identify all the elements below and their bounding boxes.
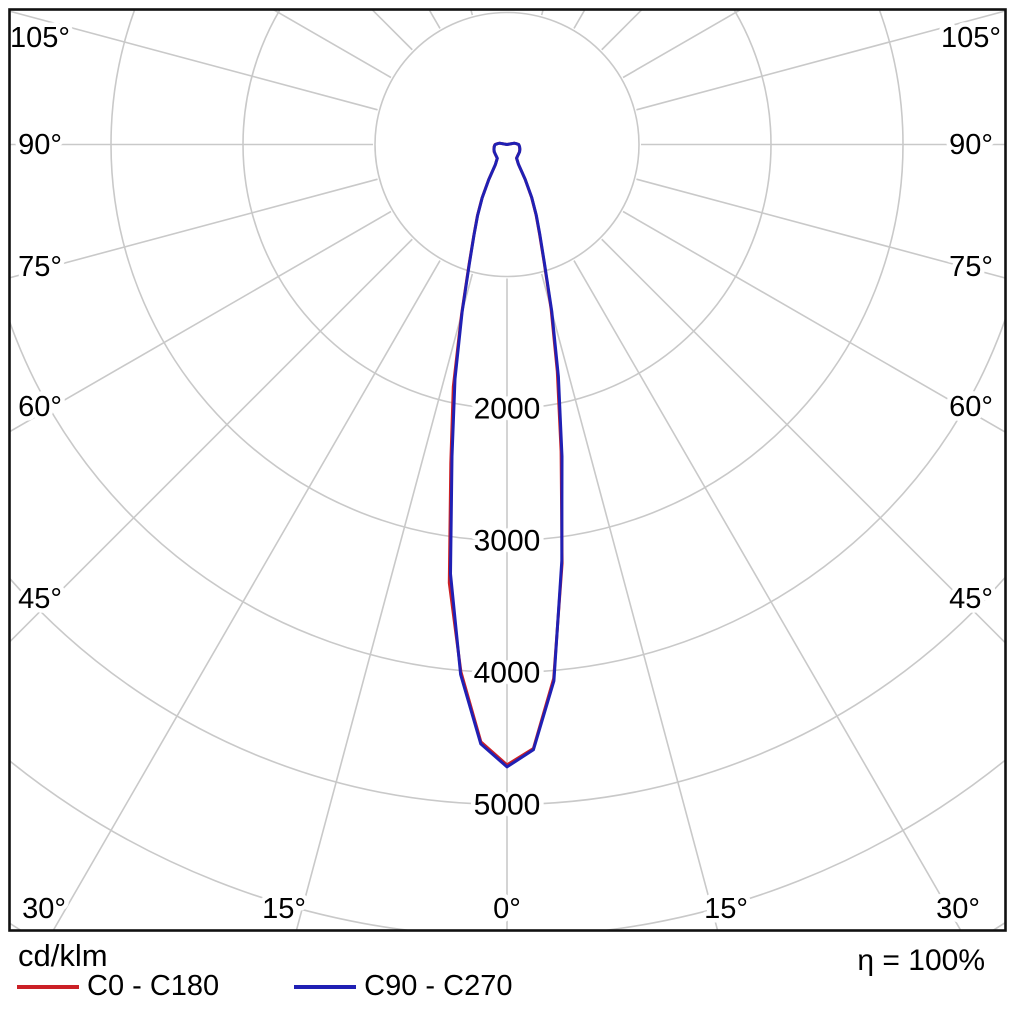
- angle-label-bottom-1: 15°: [262, 893, 306, 925]
- legend-swatch-red: [17, 984, 79, 989]
- polar-chart-canvas: 2000 3000 4000 5000 105° 105° 90° 90° 75° 75° 60° 6…: [8, 8, 1007, 932]
- angle-label-right-90°: 90°: [949, 129, 993, 161]
- grid-ray-255: [10, 10, 378, 111]
- grid-ray-315: [10, 238, 413, 643]
- angle-label-right-75°: 75°: [949, 251, 993, 283]
- chart-frame: [8, 8, 1007, 932]
- angle-label-right-105°: 105°: [941, 22, 1001, 54]
- angle-label-bottom-4: 30°: [936, 893, 980, 925]
- radial-label-4000: 4000: [474, 657, 541, 690]
- radial-label-2000: 2000: [474, 393, 541, 426]
- unit-label: cd/klm: [18, 938, 108, 973]
- angle-label-left-105°: 105°: [10, 22, 70, 54]
- angle-label-bottom-0: 30°: [22, 893, 66, 925]
- grid-ray-345: [295, 273, 474, 930]
- grid-ray-60: [622, 210, 1005, 433]
- legend-label-c0-c180: C0 - C180: [87, 970, 220, 1002]
- radial-label-5000: 5000: [474, 789, 541, 822]
- grid-ray-15: [540, 273, 719, 930]
- curve-c90-c270: [449, 141, 564, 769]
- legend: C0 - C180 C90 - C270: [17, 972, 512, 1001]
- grid-ray-300: [10, 210, 392, 433]
- grid-ring-1000: [374, 11, 640, 278]
- angle-label-left-75°: 75°: [18, 251, 62, 283]
- plot-area: 2000 3000 4000 5000 105° 105° 90° 90° 75° 75° 60° 6…: [10, 10, 1005, 930]
- grid-ray-330: [52, 260, 441, 930]
- angle-label-bottom-3: 15°: [704, 893, 748, 925]
- grid-ray-75: [636, 178, 1005, 279]
- grid-ray-105: [636, 10, 1005, 111]
- legend-item-c90-c270: C90 - C270: [294, 972, 512, 1001]
- grid-ray-285: [10, 178, 378, 279]
- angle-label-right-60°: 60°: [949, 391, 993, 423]
- angle-label-right-45°: 45°: [949, 583, 993, 615]
- angle-label-left-45°: 45°: [18, 583, 62, 615]
- legend-swatch-blue: [294, 984, 357, 989]
- angle-label-left-90°: 90°: [18, 129, 62, 161]
- radial-label-3000: 3000: [474, 525, 541, 558]
- angle-label-bottom-2: 0°: [493, 893, 521, 925]
- legend-item-c0-c180: C0 - C180: [17, 972, 219, 1001]
- grid-ray-30: [573, 260, 962, 930]
- legend-label-c90-c270: C90 - C270: [364, 970, 513, 1002]
- grid-ray-45: [601, 238, 1005, 644]
- angle-label-left-60°: 60°: [18, 391, 62, 423]
- efficiency-label: η = 100%: [857, 944, 985, 977]
